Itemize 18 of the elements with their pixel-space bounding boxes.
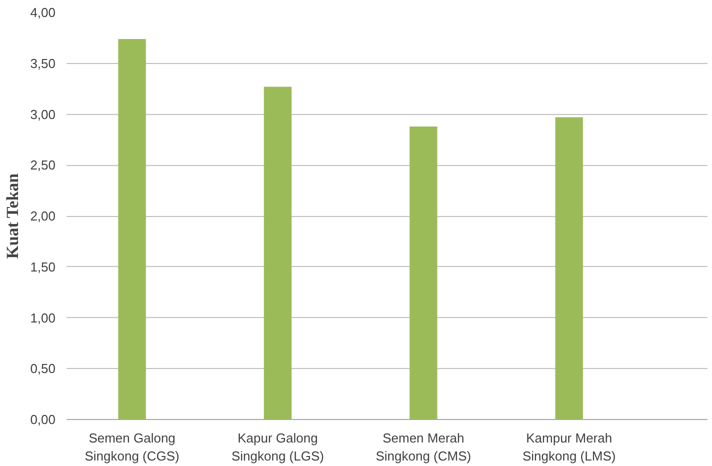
x-tick-label: Kapur Galong Singkong (LGS) <box>231 430 324 464</box>
y-tick-label: 2,50 <box>30 158 56 173</box>
y-tick-label: 2,00 <box>30 208 56 224</box>
x-tick-label: Semen Galong Singkong (CGS) <box>84 430 180 464</box>
bar <box>264 86 292 420</box>
bar <box>118 38 146 420</box>
bar <box>555 117 583 420</box>
y-tick-label: 3,50 <box>30 56 56 71</box>
y-tick-label: 0,50 <box>30 361 56 376</box>
y-tick-label: 1,50 <box>30 259 56 274</box>
y-tick-label: 0,00 <box>30 412 56 427</box>
x-tick-label: Kampur Merah Singkong (LMS) <box>522 430 616 464</box>
y-axis-title: Kuat Tekan <box>3 172 22 259</box>
y-tick-label: 3,00 <box>30 106 56 122</box>
bar <box>410 126 438 420</box>
x-tick-label: Semen Merah Singkong (CMS) <box>376 430 472 464</box>
y-tick-label: 1,00 <box>30 310 56 326</box>
y-tick-label: 4,00 <box>30 5 56 20</box>
